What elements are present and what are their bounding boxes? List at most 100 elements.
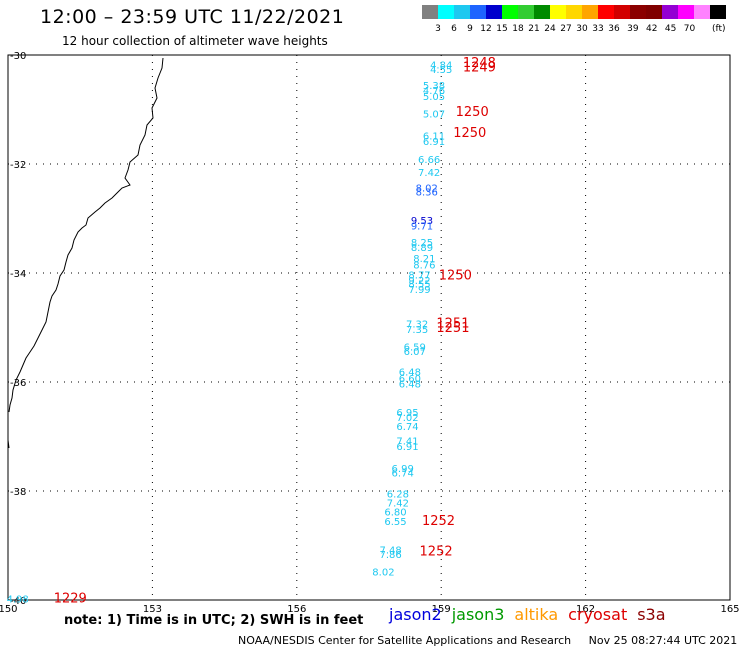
legend-cryosat: cryosat xyxy=(568,605,628,624)
color-swatch xyxy=(534,5,550,19)
swh-value: 5.05 xyxy=(423,92,445,103)
swh-value: 6.48 xyxy=(399,379,421,390)
map-subtitle: 12 hour collection of altimeter wave hei… xyxy=(62,34,328,48)
pass-number: 1249 xyxy=(463,60,496,75)
swh-value: 6.07 xyxy=(404,347,426,358)
lon-tick-label: 165 xyxy=(720,604,739,615)
pass-number: 1252 xyxy=(420,544,453,559)
pass-number: 1229 xyxy=(54,592,87,607)
swh-value: 5.38 xyxy=(423,81,445,92)
color-swatch xyxy=(550,5,566,19)
swh-value: 6.48 xyxy=(399,367,421,378)
color-swatch xyxy=(678,5,694,19)
color-swatch xyxy=(582,5,598,19)
swh-value: 6.74 xyxy=(392,468,414,479)
satellite-legend: jason2 jason3 altika cryosat s3a xyxy=(389,605,676,624)
scale-tick-label: 33 xyxy=(592,24,603,34)
scale-tick-label: 27 xyxy=(560,24,571,34)
lat-tick-label: -32 xyxy=(10,160,26,171)
scale-tick-label: 9 xyxy=(467,24,473,34)
legend-s3a: s3a xyxy=(637,605,666,624)
color-swatch xyxy=(646,5,662,19)
pass-number: 1250 xyxy=(456,105,489,120)
lon-tick-label: 156 xyxy=(287,604,306,615)
color-swatch xyxy=(486,5,502,19)
swh-value: 6.91 xyxy=(423,137,445,148)
pass-number: 1251 xyxy=(436,321,469,336)
swh-value: 7.99 xyxy=(408,285,430,296)
color-swatch xyxy=(598,5,614,19)
pass-number: 1251 xyxy=(436,317,469,332)
swh-value: 8.55 xyxy=(408,280,430,291)
swh-value: 7.41 xyxy=(396,437,418,448)
lat-tick-label: -36 xyxy=(10,378,26,389)
swh-value: 8.89 xyxy=(411,243,433,254)
color-swatch xyxy=(422,5,438,19)
swh-value: 7.86 xyxy=(380,550,402,561)
legend-jason3: jason3 xyxy=(451,605,505,624)
scale-tick-label: 12 xyxy=(480,24,491,34)
lat-lon-grid xyxy=(8,55,730,600)
scale-tick-label: 3 xyxy=(435,24,441,34)
swh-value: 4.55 xyxy=(430,65,452,76)
scale-tick-label: 70 xyxy=(684,24,696,34)
footer-credit: NOAA/NESDIS Center for Satellite Applica… xyxy=(238,634,738,647)
color-swatch xyxy=(710,5,726,19)
lat-tick-label: -38 xyxy=(10,487,26,498)
pass-number: 1250 xyxy=(453,126,486,141)
map-frame xyxy=(7,54,731,601)
swh-value: 6.55 xyxy=(384,517,406,528)
color-scale-bar: 3 6 9 12 15 18 21 24 27 30 33 36 39 42 45 70 (ft) xyxy=(422,5,726,34)
pass-number: 1252 xyxy=(422,514,455,529)
lat-tick-label: -40 xyxy=(10,596,26,607)
color-swatch xyxy=(566,5,582,19)
axis-tick-labels: 150 153 156 159 162 165 -30 -32 -34 -36 -38 -40 xyxy=(0,51,740,615)
swh-value: 8.77 xyxy=(408,270,430,281)
swh-value: 8.21 xyxy=(413,254,435,265)
scale-tick-label: 21 xyxy=(528,24,539,34)
swh-value: 6.60 xyxy=(399,374,421,385)
swh-value: 6.59 xyxy=(404,342,426,353)
swh-value: 4.84 xyxy=(430,61,452,72)
swh-value: 4.98 xyxy=(6,595,28,606)
scale-tick-label: 6 xyxy=(451,24,457,34)
swh-value: 6.28 xyxy=(387,490,409,501)
swh-value: 6.74 xyxy=(396,422,418,433)
swh-value: 7.35 xyxy=(406,325,428,336)
swh-value: 4.76 xyxy=(423,86,445,97)
lon-tick-label: 159 xyxy=(432,604,451,615)
coastline-fragment xyxy=(7,439,10,449)
swh-value: 6.11 xyxy=(423,131,445,142)
swh-value: 6.80 xyxy=(384,508,406,519)
swh-value: 6.91 xyxy=(396,442,418,453)
swh-value: 7.32 xyxy=(406,320,428,331)
swh-value: 6.66 xyxy=(418,155,440,166)
color-swatch xyxy=(694,5,710,19)
legend-jason2: jason2 xyxy=(389,605,442,624)
color-swatch xyxy=(614,5,630,19)
swh-value: 8.36 xyxy=(416,188,438,199)
swh-value: 8.25 xyxy=(411,238,433,249)
color-swatch xyxy=(470,5,486,19)
lat-tick-label: -34 xyxy=(10,269,26,280)
color-swatch xyxy=(438,5,454,19)
swh-value: 9.71 xyxy=(411,221,433,232)
swh-value: 7.48 xyxy=(380,546,402,557)
scale-tick-label: 45 xyxy=(665,24,676,34)
swh-value: 9.53 xyxy=(411,216,433,227)
swh-value: 7.42 xyxy=(418,168,440,179)
lon-tick-label: 153 xyxy=(143,604,162,615)
swh-value: 6.95 xyxy=(396,408,418,419)
scale-tick-label: 39 xyxy=(627,24,639,34)
scale-unit: (ft) xyxy=(712,24,726,34)
swh-value: 7.42 xyxy=(387,498,409,509)
lat-tick-label: -30 xyxy=(10,51,26,62)
lon-tick-label: 150 xyxy=(0,604,18,615)
swh-points: 4.844.555.384.765.055.076.116.916.667.42… xyxy=(6,61,452,606)
swh-value: 8.02 xyxy=(416,183,438,194)
color-swatch xyxy=(518,5,534,19)
scale-tick-label: 18 xyxy=(512,24,524,34)
swh-value: 6.99 xyxy=(392,464,414,475)
